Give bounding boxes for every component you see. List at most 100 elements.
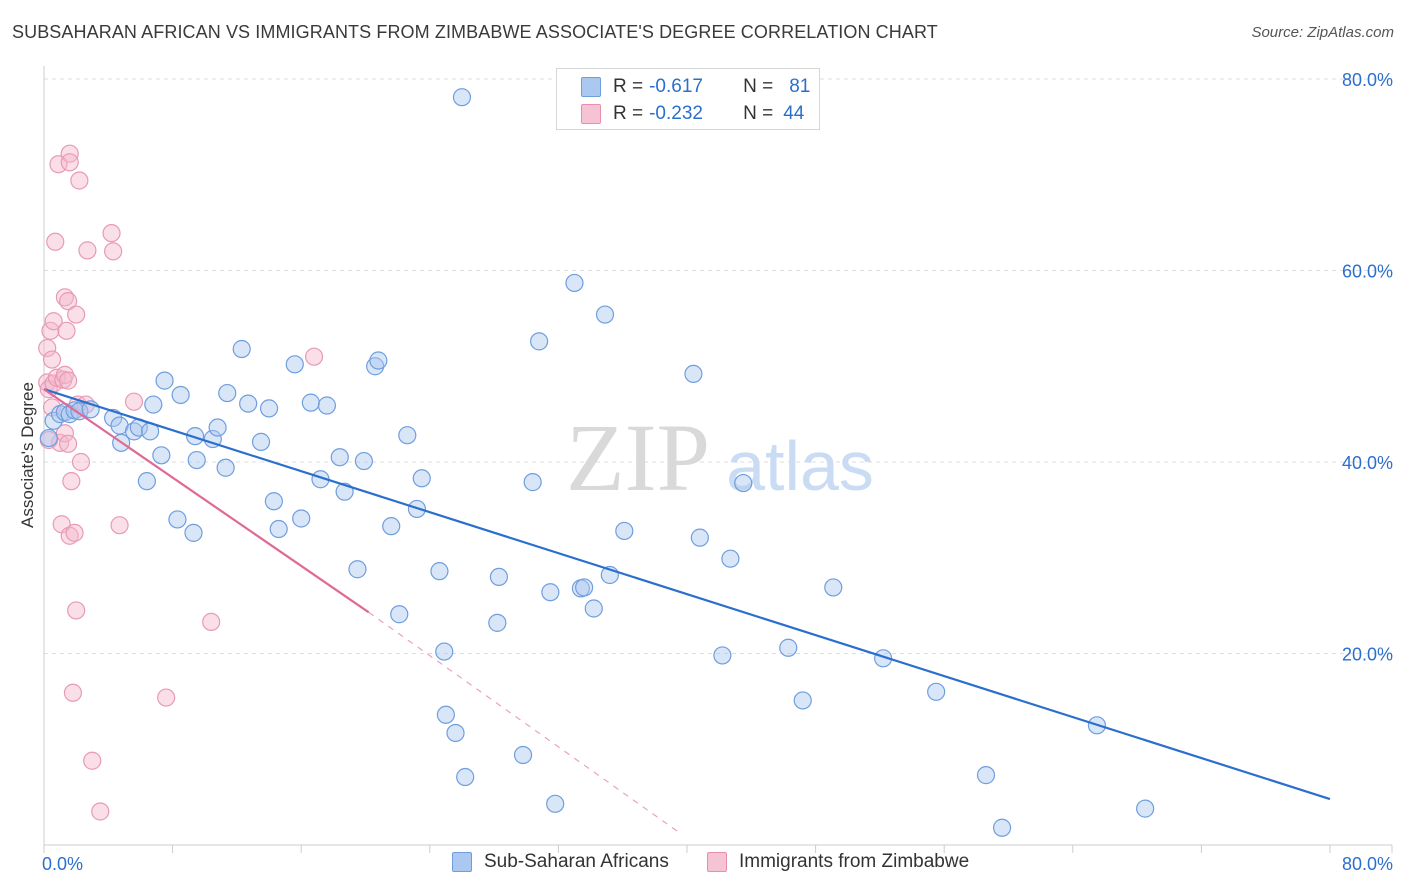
subsaharan-point-75 (793, 691, 812, 710)
subsaharan-point-78 (927, 682, 946, 701)
zimbabwe-point-39 (124, 392, 144, 411)
zimbabwe-point-33 (78, 241, 97, 260)
y-tick-label-2: 60.0% (1342, 262, 1393, 282)
subsaharan-point-73 (734, 473, 753, 493)
subsaharan-point-22 (184, 523, 203, 542)
subsaharan-point-55 (489, 567, 509, 587)
legend-label-zimbabwe: Immigrants from Zimbabwe (739, 851, 970, 872)
subsaharan-point-62 (565, 273, 584, 293)
subsaharan-point-0 (39, 428, 58, 448)
subsaharan-trend-line (43, 388, 1331, 801)
zimbabwe-point-15 (55, 365, 74, 384)
legend-row-blue: R = -0.617 N = 81 (581, 75, 810, 99)
zimbabwe-trend-extension (368, 611, 681, 834)
subsaharan-point-68 (615, 521, 634, 541)
zimbabwe-point-19 (59, 292, 78, 311)
trend-lines (43, 388, 1331, 834)
zimbabwe-point-4 (42, 350, 62, 369)
subsaharan-point-58 (523, 473, 542, 492)
zimbabwe-point-7 (44, 312, 63, 331)
subsaharan-point-20 (186, 427, 205, 446)
subsaharan-point-19 (168, 510, 187, 529)
subsaharan-point-56 (452, 88, 472, 107)
subsaharan-point-51 (436, 705, 455, 724)
legend-swatch-pink (581, 104, 601, 124)
legend-n-value: 44 (783, 103, 805, 124)
subsaharan-point-74 (779, 638, 798, 657)
subsaharan-point-31 (259, 399, 279, 418)
legend-swatch-blue (581, 77, 601, 97)
subsaharan-point-37 (317, 396, 337, 415)
watermark-atlas: atlas (726, 427, 874, 505)
subsaharan-point-35 (301, 393, 320, 412)
subsaharan-point-18 (171, 385, 190, 405)
zimbabwe-point-21 (60, 526, 79, 545)
legend-swatch-pink (707, 852, 727, 872)
subsaharan-point-49 (430, 562, 449, 581)
subsaharan-point-33 (285, 355, 304, 374)
subsaharan-point-38 (330, 448, 349, 467)
chart-title: SUBSAHARAN AFRICAN VS IMMIGRANTS FROM ZI… (12, 22, 938, 42)
tick-labels: 20.0% 40.0% 60.0% 80.0% 0.0% 80.0% (42, 70, 1393, 874)
subsaharan-point-42 (366, 357, 385, 376)
subsaharan-point-60 (541, 583, 560, 602)
legend-n-value: 81 (789, 76, 811, 97)
subsaharan-point-44 (382, 517, 401, 536)
subsaharan-point-61 (546, 794, 565, 813)
legend-item-subsaharan: Sub-Saharan Africans (452, 851, 669, 873)
legend-swatch-blue (452, 852, 472, 872)
subsaharan-point-72 (721, 549, 740, 568)
zimbabwe-point-0 (38, 338, 57, 358)
zimbabwe-point-17 (57, 321, 76, 340)
zimbabwe-point-18 (59, 371, 78, 390)
legend-item-zimbabwe: Immigrants from Zimbabwe (707, 851, 969, 873)
subsaharan-point-54 (488, 613, 507, 632)
y-tick-label-3: 80.0% (1342, 70, 1393, 90)
zimbabwe-point-25 (63, 683, 83, 702)
zimbabwe-point-3 (41, 321, 60, 340)
subsaharan-point-52 (446, 723, 465, 743)
zimbabwe-trend-line (43, 388, 370, 614)
x-tick-label-min: 0.0% (42, 854, 83, 874)
legend-r-label: R = (613, 76, 644, 97)
watermark: ZIP atlas (566, 404, 874, 511)
subsaharan-point-76 (824, 578, 843, 597)
subsaharan-point-43 (369, 351, 388, 370)
subsaharan-point-79 (976, 766, 996, 785)
subsaharan-point-16 (155, 371, 174, 390)
zimbabwe-point-31 (71, 452, 91, 472)
stats-legend: R = -0.617 N = 81 R = -0.232 N = 44 (556, 68, 820, 130)
subsaharan-point-71 (713, 646, 732, 665)
subsaharan-point-21 (187, 450, 206, 470)
legend-label-subsaharan: Sub-Saharan Africans (484, 851, 669, 872)
subsaharan-point-66 (595, 305, 615, 324)
subsaharan-point-46 (398, 426, 417, 445)
subsaharan-point-14 (137, 472, 156, 491)
legend-r-label: R = (613, 103, 644, 124)
subsaharan-point-80 (992, 818, 1012, 837)
series-legend: Sub-Saharan Africans Immigrants from Zim… (0, 851, 1406, 877)
series-subsaharan-points (39, 88, 1155, 837)
subsaharan-point-70 (690, 528, 709, 547)
subsaharan-point-26 (232, 339, 251, 359)
subsaharan-point-30 (264, 492, 283, 511)
subsaharan-point-32 (269, 519, 288, 539)
subsaharan-point-29 (251, 432, 271, 451)
legend-n-label: N = (743, 103, 774, 124)
legend-row-pink: R = -0.232 N = 44 (581, 102, 804, 126)
zimbabwe-point-37 (104, 242, 123, 261)
subsaharan-point-28 (239, 394, 258, 413)
subsaharan-point-15 (144, 395, 163, 414)
zimbabwe-point-34 (83, 751, 102, 770)
subsaharan-point-57 (513, 745, 533, 765)
subsaharan-point-45 (390, 605, 409, 624)
subsaharan-point-59 (530, 332, 549, 351)
legend-n-label: N = (743, 76, 774, 97)
legend-r-value: -0.617 (649, 76, 703, 97)
source-credit: Source: ZipAtlas.com (1251, 24, 1394, 41)
subsaharan-point-50 (435, 642, 454, 661)
zimbabwe-point-40 (157, 688, 176, 707)
axes (43, 66, 1393, 853)
zimbabwe-point-35 (91, 802, 110, 821)
